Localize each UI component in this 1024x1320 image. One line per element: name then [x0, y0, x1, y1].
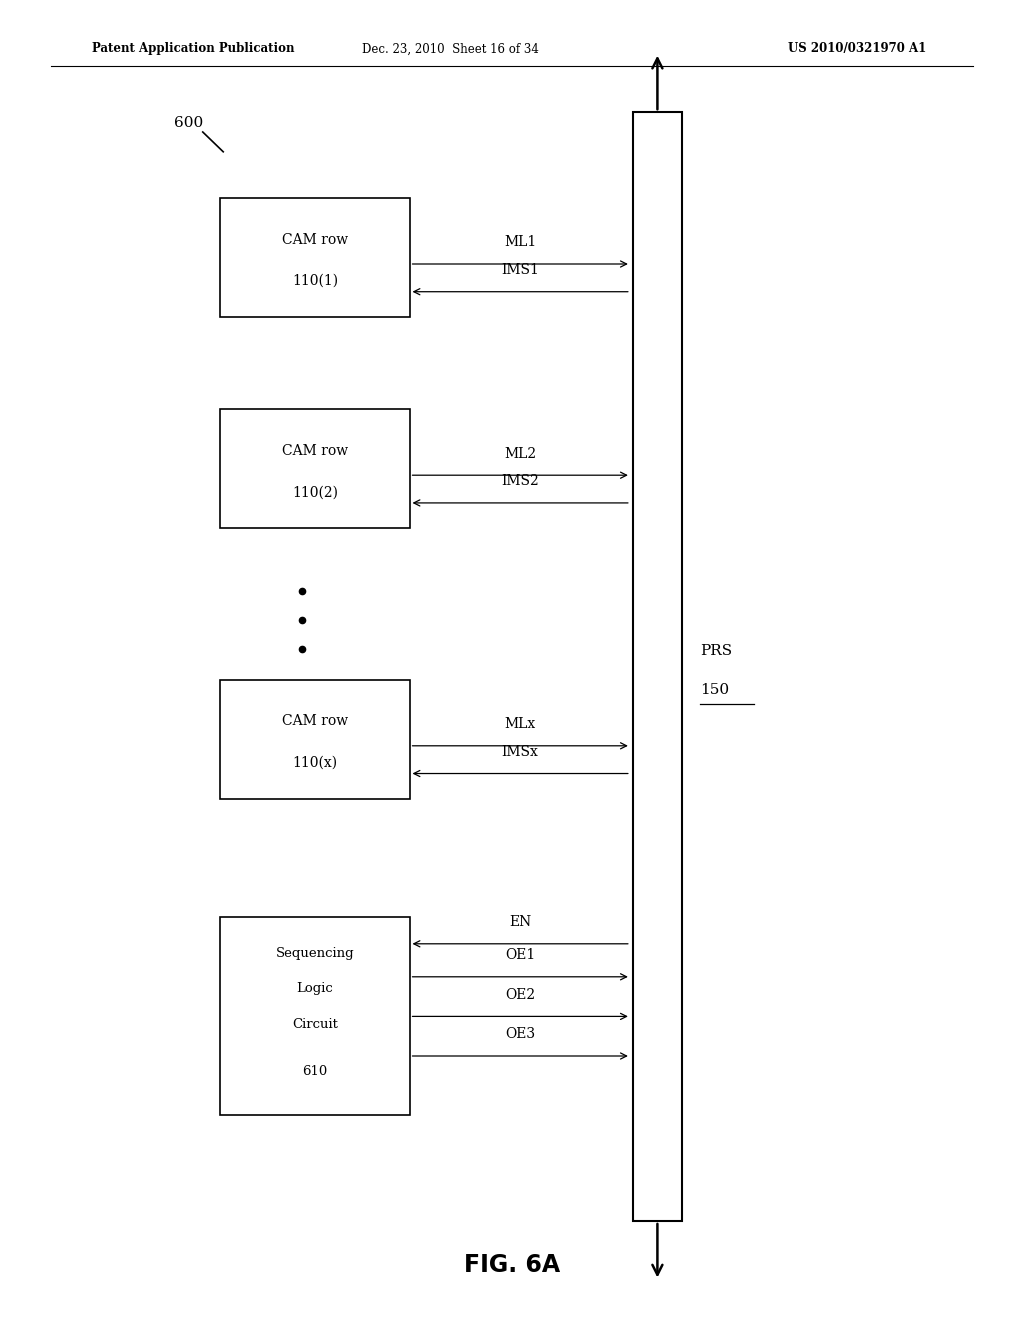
Text: IMSx: IMSx — [502, 744, 539, 759]
Text: 110(x): 110(x) — [292, 756, 338, 770]
Text: PRS: PRS — [700, 644, 732, 657]
Bar — [633, 112, 682, 1221]
Text: ML1: ML1 — [504, 235, 537, 249]
Bar — [220, 409, 410, 528]
Text: CAM row: CAM row — [282, 714, 348, 729]
Text: OE2: OE2 — [505, 987, 536, 1002]
Text: 600: 600 — [174, 116, 204, 129]
Text: Circuit: Circuit — [292, 1018, 338, 1031]
Bar — [220, 917, 410, 1115]
Text: ML2: ML2 — [504, 446, 537, 461]
Text: CAM row: CAM row — [282, 444, 348, 458]
Text: Patent Application Publication: Patent Application Publication — [92, 42, 295, 55]
Bar — [220, 198, 410, 317]
Text: 610: 610 — [302, 1065, 328, 1078]
Text: 110(1): 110(1) — [292, 275, 338, 288]
Bar — [220, 680, 410, 799]
Text: OE3: OE3 — [505, 1027, 536, 1041]
Text: IMS1: IMS1 — [502, 263, 539, 277]
Text: US 2010/0321970 A1: US 2010/0321970 A1 — [788, 42, 927, 55]
Text: 150: 150 — [700, 684, 729, 697]
Text: MLx: MLx — [505, 717, 536, 731]
Text: OE1: OE1 — [505, 948, 536, 962]
Text: EN: EN — [509, 915, 531, 929]
Text: Dec. 23, 2010  Sheet 16 of 34: Dec. 23, 2010 Sheet 16 of 34 — [362, 42, 539, 55]
Text: 110(2): 110(2) — [292, 486, 338, 499]
Text: Logic: Logic — [297, 982, 333, 995]
Text: FIG. 6A: FIG. 6A — [464, 1253, 560, 1276]
Text: Sequencing: Sequencing — [275, 946, 354, 960]
Text: CAM row: CAM row — [282, 232, 348, 247]
Text: IMS2: IMS2 — [502, 474, 539, 488]
